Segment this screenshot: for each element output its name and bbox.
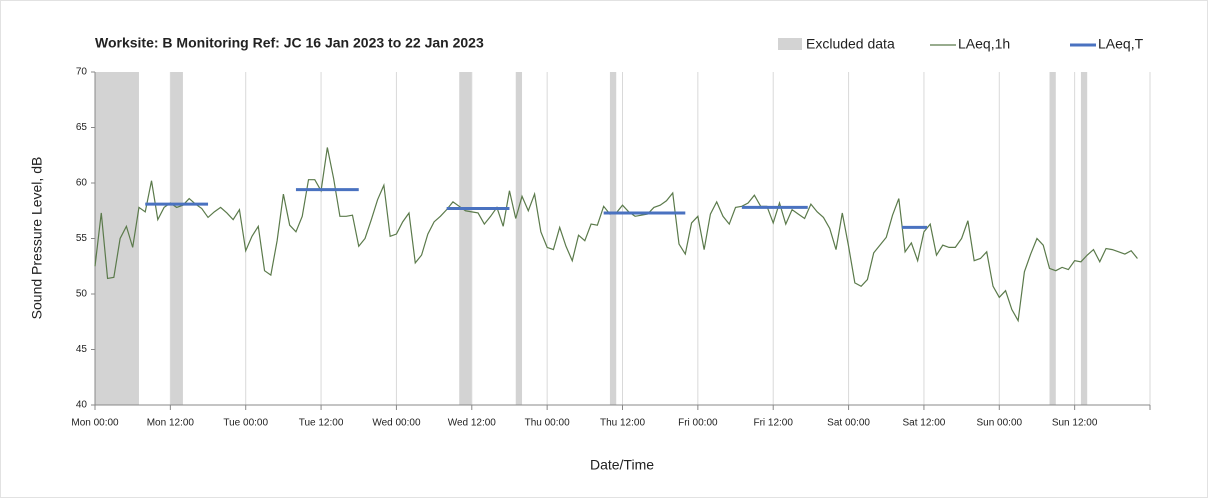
excluded-band <box>1080 72 1088 405</box>
x-tick-label: Fri 12:00 <box>753 418 793 429</box>
y-axis-label: Sound Pressure Level, dB <box>29 157 45 320</box>
x-tick-label: Mon 00:00 <box>71 418 119 429</box>
x-tick-label: Sat 00:00 <box>827 418 870 429</box>
legend-label: LAeq,T <box>1098 36 1144 52</box>
x-tick-label: Mon 12:00 <box>147 418 195 429</box>
excluded-band <box>515 72 523 405</box>
excluded-band <box>459 72 472 405</box>
x-tick-label: Tue 12:00 <box>299 418 344 429</box>
y-tick-label: 65 <box>76 122 88 133</box>
y-tick-label: 50 <box>76 289 88 300</box>
x-tick-label: Thu 12:00 <box>600 418 645 429</box>
x-tick-label: Fri 00:00 <box>678 418 718 429</box>
x-axis-label: Date/Time <box>590 457 654 473</box>
legend-label: LAeq,1h <box>958 36 1010 52</box>
excluded-band <box>609 72 617 405</box>
legend-swatch <box>778 38 802 50</box>
y-tick-label: 55 <box>76 233 88 244</box>
excluded-band <box>95 72 139 405</box>
y-tick-label: 40 <box>76 400 88 411</box>
x-tick-label: Sun 12:00 <box>1052 418 1098 429</box>
x-tick-label: Sat 12:00 <box>903 418 946 429</box>
x-tick-label: Wed 00:00 <box>372 418 421 429</box>
x-tick-label: Thu 00:00 <box>525 418 570 429</box>
y-tick-label: 60 <box>76 178 88 189</box>
chart-title: Worksite: B Monitoring Ref: JC 16 Jan 20… <box>95 35 484 51</box>
excluded-band <box>1049 72 1056 405</box>
legend-label: Excluded data <box>806 36 895 52</box>
y-tick-label: 70 <box>76 67 88 78</box>
y-tick-label: 45 <box>76 344 88 355</box>
excluded-band <box>170 72 183 405</box>
x-tick-label: Wed 12:00 <box>448 418 497 429</box>
x-tick-label: Tue 00:00 <box>223 418 268 429</box>
x-tick-label: Sun 00:00 <box>976 418 1022 429</box>
